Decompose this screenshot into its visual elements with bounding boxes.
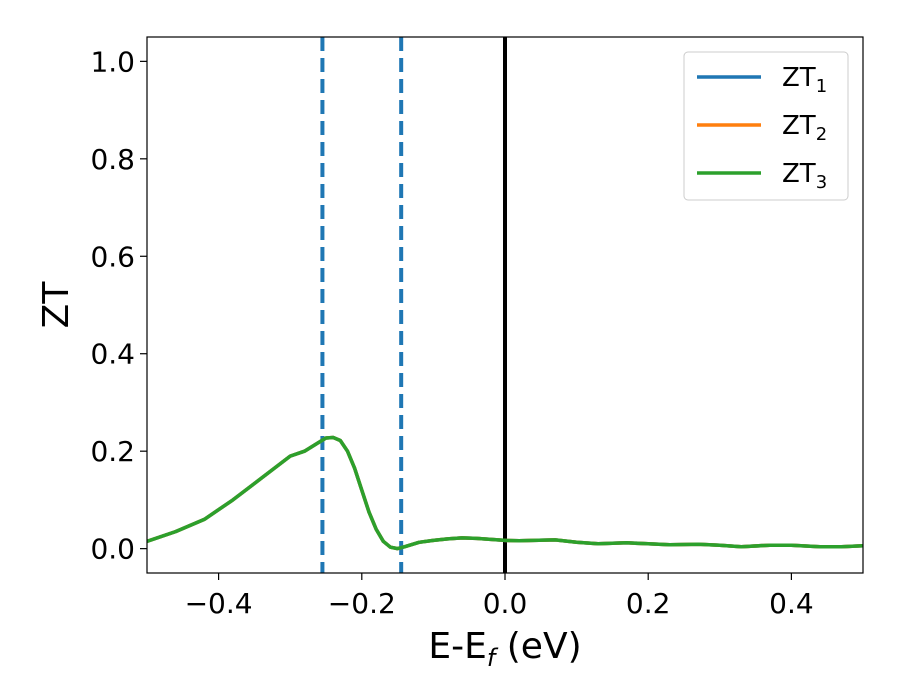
legend-label-2: ZT2 <box>782 111 827 145</box>
x-axis-ticks: −0.4 −0.2 0.0 0.2 0.4 <box>185 573 814 620</box>
legend-label-main: ZT <box>782 111 816 141</box>
legend-label-1: ZT1 <box>782 63 827 97</box>
y-tick-label: 0.2 <box>90 435 135 468</box>
legend-box <box>683 51 849 201</box>
legend-label-sub: 1 <box>816 76 827 97</box>
legend-label-main: ZT <box>782 159 816 189</box>
x-tick-label: −0.4 <box>185 587 253 620</box>
reference-lines <box>320 37 507 573</box>
legend-label-sub: 2 <box>816 124 827 145</box>
y-tick-label: 0.8 <box>90 143 135 176</box>
x-tick-label: 0.4 <box>769 587 814 620</box>
y-tick-label: 0.6 <box>90 240 135 273</box>
legend-label-sub: 3 <box>816 172 827 193</box>
legend-label-main: ZT <box>782 63 816 93</box>
x-tick-label: −0.2 <box>328 587 396 620</box>
series-line-3 <box>147 435 863 551</box>
x-axis-title-main: E-E <box>428 626 486 667</box>
legend-label-3: ZT3 <box>782 159 827 193</box>
y-tick-label: 0.4 <box>90 338 135 371</box>
x-axis-title: E-Ef (eV) <box>428 626 581 672</box>
y-tick-label: 1.0 <box>90 45 135 78</box>
y-axis-ticks: 0.0 0.2 0.4 0.6 0.8 1.0 <box>90 45 147 566</box>
x-axis-title-suffix: (eV) <box>495 626 581 667</box>
y-tick-label: 0.0 <box>90 533 135 566</box>
series-lines <box>147 435 863 551</box>
y-axis-title: ZT <box>36 281 77 329</box>
x-tick-label: 0.0 <box>483 587 528 620</box>
x-tick-label: 0.2 <box>626 587 671 620</box>
